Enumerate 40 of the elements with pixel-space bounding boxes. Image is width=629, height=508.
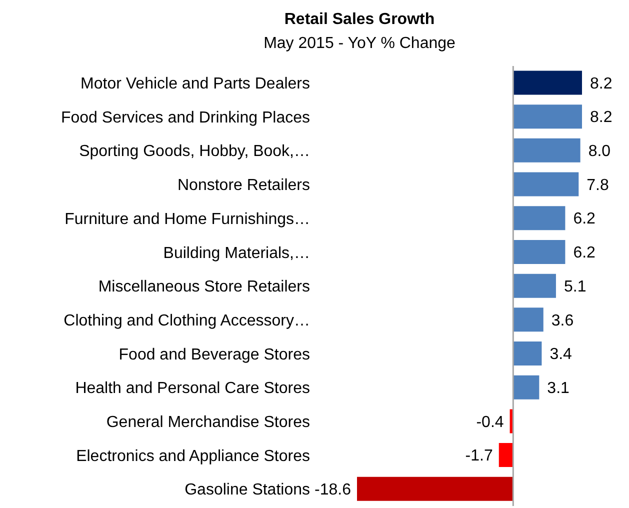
data-label: -0.4 <box>476 414 504 431</box>
bar <box>513 138 580 162</box>
y-tick-label: Building Materials,… <box>163 244 310 262</box>
data-label: -18.6 <box>314 481 352 498</box>
y-tick-label: Miscellaneous Store Retailers <box>98 278 310 296</box>
bar <box>498 443 514 468</box>
bar <box>513 240 566 264</box>
bar <box>513 172 579 196</box>
chart-subtitle: May 2015 - YoY % Change <box>262 34 456 54</box>
y-tick-label: Furniture and Home Furnishings… <box>64 210 310 228</box>
y-tick-label: Motor Vehicle and Parts Dealers <box>80 76 310 93</box>
y-tick-label: Health and Personal Care Stores <box>75 380 310 398</box>
data-label: 3.4 <box>550 346 572 364</box>
data-label: 5.1 <box>564 278 586 296</box>
y-tick-label: Gasoline Stations <box>184 482 310 499</box>
y-tick-label: Sporting Goods, Hobby, Book,… <box>79 143 310 160</box>
y-tick-label: Clothing and Clothing Accessory… <box>64 312 310 330</box>
bar <box>513 308 544 332</box>
y-tick-label: General Merchandise Stores <box>106 414 310 431</box>
data-label: 8.2 <box>590 75 612 92</box>
data-label: 8.2 <box>590 109 612 126</box>
data-label: 7.8 <box>586 176 609 194</box>
data-label: 6.2 <box>573 244 596 262</box>
chart-title: Retail Sales Growth <box>283 10 436 30</box>
data-label: 6.2 <box>573 210 596 228</box>
bar <box>513 342 542 366</box>
y-tick-label: Nonstore Retailers <box>178 177 310 194</box>
bar <box>513 206 566 230</box>
bar <box>513 375 540 400</box>
data-label: 3.1 <box>547 380 570 397</box>
data-label: -1.7 <box>465 448 493 465</box>
y-tick-label: Food and Beverage Stores <box>118 346 310 364</box>
data-label: 8.0 <box>588 143 611 160</box>
bar <box>513 274 556 298</box>
data-label: 3.6 <box>551 312 574 330</box>
bar <box>513 104 582 129</box>
bar <box>513 70 582 95</box>
y-tick-label: Food Services and Drinking Places <box>60 109 310 126</box>
bar <box>357 476 514 501</box>
y-tick-label: Electronics and Appliance Stores <box>76 448 310 465</box>
